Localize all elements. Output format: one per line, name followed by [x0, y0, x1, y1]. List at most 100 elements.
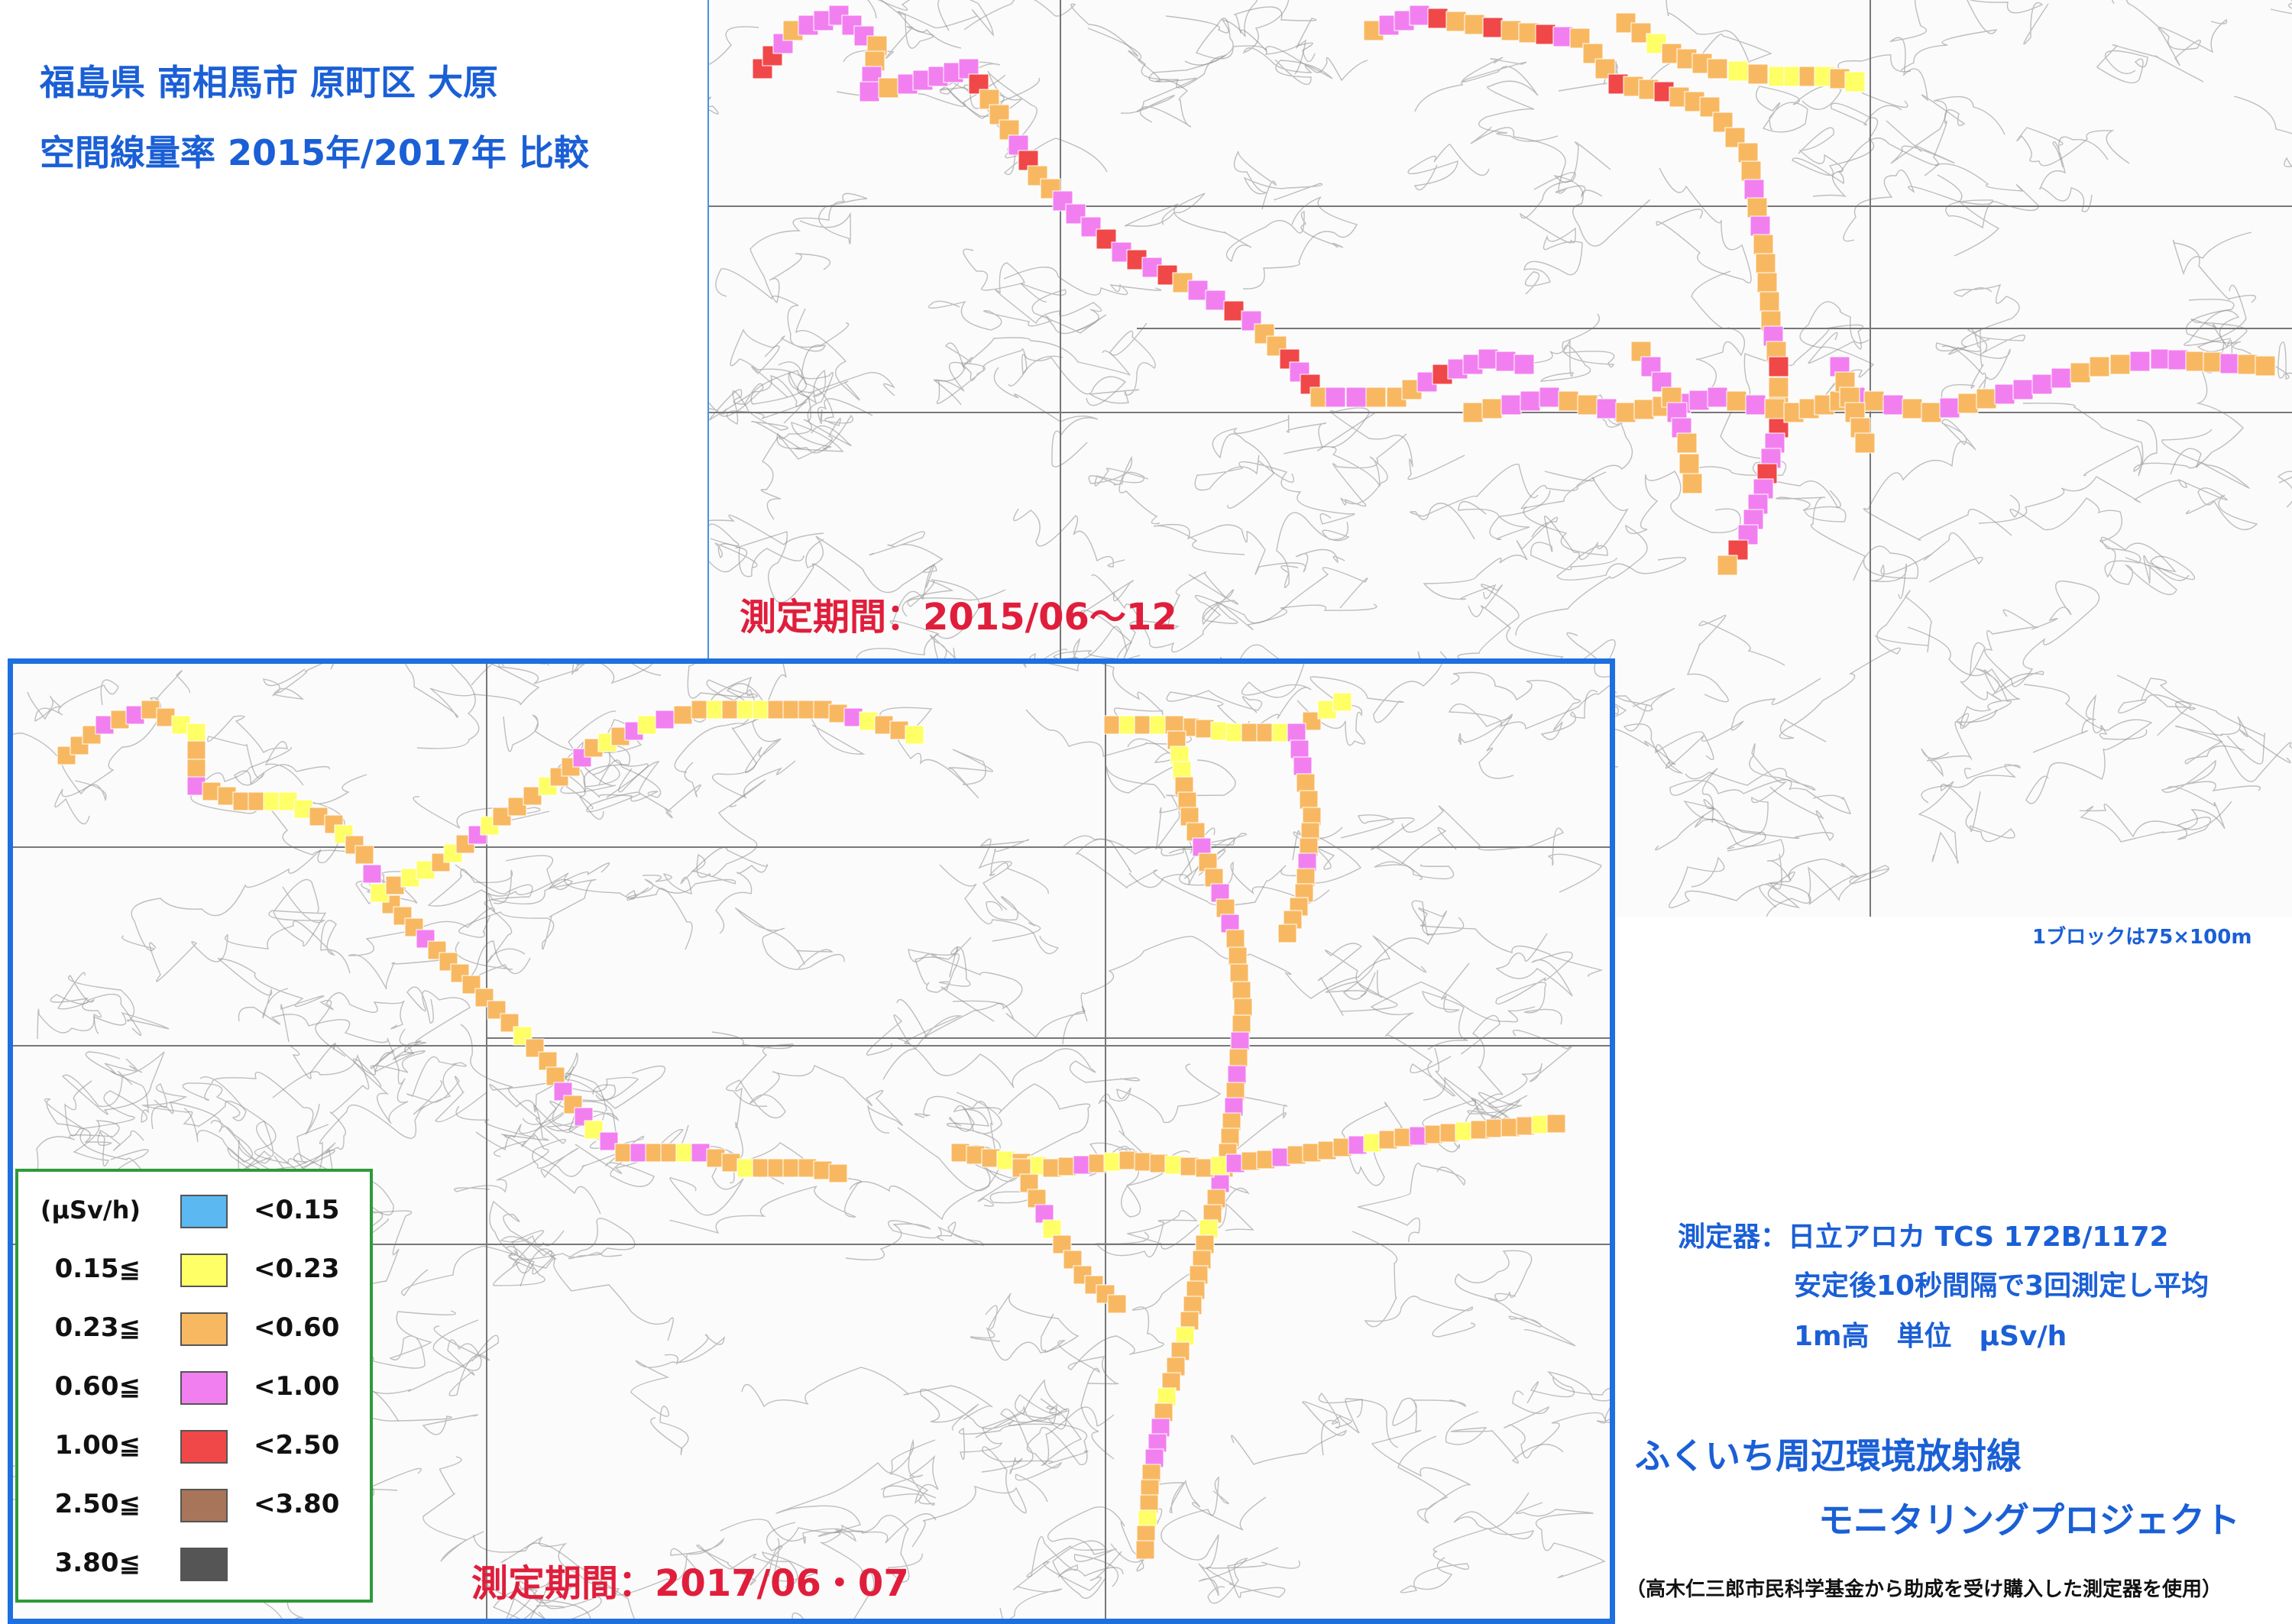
- measurement-blocks: [1462, 348, 2276, 423]
- legend-row: 1.00≦ <2.50: [18, 1422, 370, 1468]
- legend-row: 0.60≦ <1.00: [18, 1364, 370, 1409]
- measurement-blocks: [950, 1114, 1566, 1178]
- measurement-block: [1957, 393, 1979, 414]
- legend-to: <0.23: [254, 1254, 340, 1284]
- legend-from: 2.50≦: [54, 1489, 141, 1519]
- legend-swatch: [180, 1430, 228, 1464]
- measurement-block: [1921, 402, 1942, 423]
- measurement-blocks: [57, 700, 848, 1183]
- measurement-block: [1679, 453, 1700, 474]
- instrument-unit: 1m高 単位 μSv/h: [1794, 1321, 2067, 1352]
- measurement-block: [1464, 14, 1485, 35]
- measurement-block: [1230, 1031, 1250, 1051]
- measurement-block: [1445, 11, 1467, 32]
- instrument-name: 測定器：日立アロカ TCS 172B/1172: [1678, 1221, 2169, 1253]
- legend-unit: (μSv/h): [40, 1195, 141, 1224]
- measurement-block: [637, 715, 657, 735]
- legend-row: 0.15≦ <0.23: [18, 1246, 370, 1292]
- measurement-block: [1615, 402, 1636, 423]
- measurement-blocks: [370, 700, 924, 903]
- measurement-block: [1882, 394, 1904, 416]
- measurement-block: [1223, 300, 1245, 322]
- measurement-block: [1768, 377, 1789, 398]
- measurement-block: [1759, 291, 1780, 312]
- measurement-block: [655, 710, 675, 730]
- measurement-block: [1227, 1065, 1247, 1085]
- block-size-note: 1ブロックは75×100m: [2032, 926, 2252, 949]
- measurement-block: [1688, 390, 1710, 411]
- measurement-block: [1232, 981, 1251, 1001]
- measurement-block: [1325, 387, 1346, 408]
- measurement-block: [1107, 1294, 1127, 1314]
- measurement-block: [455, 834, 475, 854]
- measurement-block: [354, 845, 374, 865]
- measurement-block: [1756, 272, 1778, 293]
- measurement-block: [1764, 398, 1785, 419]
- measurement-block: [1854, 432, 1876, 454]
- measurement-block: [1290, 739, 1309, 759]
- legend-to: <0.60: [254, 1312, 340, 1343]
- measurement-block: [2070, 362, 2091, 383]
- measurement-block: [1707, 387, 1728, 408]
- legend-to: <0.15: [254, 1195, 340, 1225]
- legend-row: (μSv/h) <0.15: [18, 1187, 370, 1233]
- legend-from: 1.00≦: [54, 1430, 141, 1461]
- measurement-block: [1535, 24, 1556, 45]
- measurement-block: [1737, 142, 1759, 163]
- legend-swatch: [180, 1371, 228, 1405]
- measurement-blocks: [1363, 5, 1789, 576]
- measurement-block: [186, 740, 206, 760]
- period-2017: 測定期間：2017/06・07: [471, 1562, 909, 1605]
- legend-row: 3.80≦: [18, 1540, 370, 1586]
- legend-from: 0.15≦: [54, 1254, 141, 1284]
- measurement-block: [1740, 160, 1762, 182]
- measurement-block: [1726, 390, 1747, 412]
- legend-swatch: [180, 1195, 228, 1228]
- measurement-block: [1409, 5, 1430, 26]
- measurement-block: [1462, 402, 1484, 423]
- measurement-block: [673, 705, 693, 725]
- legend-to: <1.00: [254, 1371, 340, 1402]
- legend-swatch: [180, 1254, 228, 1287]
- legend-row: 0.23≦ <0.60: [18, 1305, 370, 1351]
- measurement-block: [1513, 354, 1535, 375]
- measurement-block: [1482, 17, 1504, 38]
- measurement-block: [1743, 179, 1765, 200]
- measurement-blocks: [1135, 715, 1253, 1560]
- legend-to: <2.50: [254, 1430, 340, 1461]
- measurement-block: [1205, 290, 1226, 311]
- measurement-block: [1939, 397, 1960, 419]
- measurement-block: [1287, 723, 1306, 742]
- measurement-block: [1750, 215, 1771, 237]
- measurement-block: [1596, 398, 1617, 419]
- measurement-blocks: [1012, 1158, 1127, 1314]
- measurement-block: [1299, 790, 1319, 810]
- measurement-block: [1495, 351, 1517, 372]
- instrument-method: 安定後10秒間隔で3回測定し平均: [1794, 1270, 2209, 1302]
- measurement-block: [2219, 353, 2241, 374]
- measurement-block: [186, 723, 206, 742]
- measurement-block: [859, 81, 880, 102]
- measurement-block: [1902, 398, 1923, 419]
- measurement-block: [1844, 71, 1866, 92]
- measurement-block: [2051, 367, 2072, 389]
- measurement-block: [1233, 998, 1253, 1017]
- measurement-block: [1296, 773, 1316, 793]
- measurement-blocks: [1103, 692, 1352, 742]
- project-name-line2: モニタリングプロジェクト: [1818, 1499, 2240, 1541]
- funding-footnote: （高木仁三郎市民科学基金から助成を受け購入した測定器を使用）: [1626, 1578, 2222, 1601]
- measurement-block: [1994, 383, 2015, 405]
- measurement-block: [1365, 387, 1387, 408]
- measurement-block: [905, 725, 924, 745]
- legend-swatch: [180, 1489, 228, 1522]
- legend-from: 3.80≦: [54, 1548, 141, 1578]
- measurement-blocks: [1829, 356, 1876, 454]
- measurement-block: [141, 700, 160, 720]
- measurement-block: [1976, 388, 1997, 409]
- measurement-block: [2129, 351, 2151, 372]
- measurement-block: [1682, 473, 1703, 494]
- measurement-block: [1332, 692, 1352, 712]
- measurement-block: [1633, 399, 1655, 420]
- measurement-block: [1135, 1540, 1155, 1560]
- measurement-block: [1676, 432, 1698, 454]
